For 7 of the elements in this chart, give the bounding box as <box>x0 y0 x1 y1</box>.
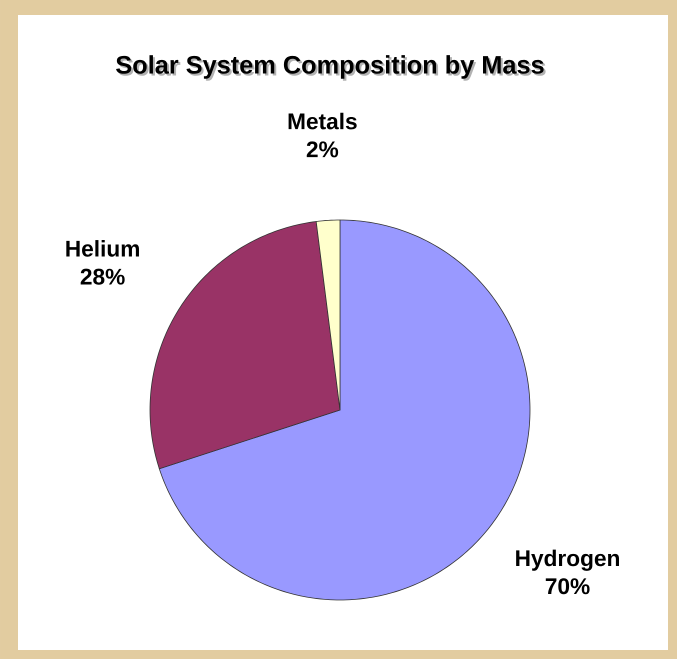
data-label: 2% <box>306 141 338 158</box>
data-label: 70% <box>546 578 590 594</box>
slice-label: Helium <box>66 240 139 257</box>
chart-title: Solar System Composition by Mass <box>118 57 546 81</box>
slice-label: Hydrogen <box>516 550 619 571</box>
data-label: 28% <box>80 268 125 285</box>
slice-label: Metals <box>288 112 357 130</box>
